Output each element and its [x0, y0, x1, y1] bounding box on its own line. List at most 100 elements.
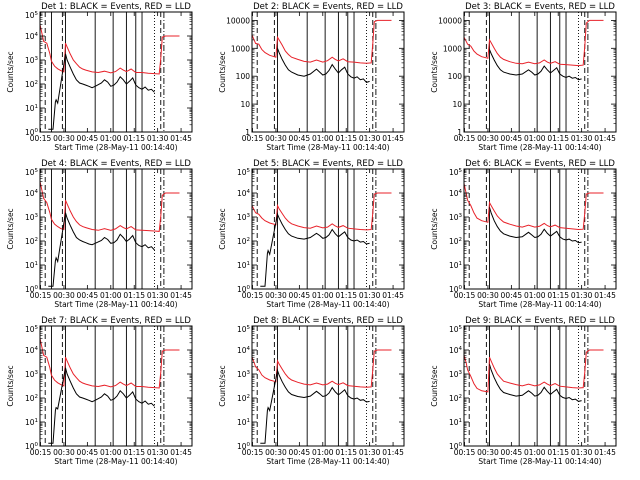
- y-tick-label: 102: [25, 394, 38, 403]
- x-tick-label: 01:30: [571, 448, 593, 457]
- detector-panel-6: Det 6: BLACK = Events, RED = LLD 100 101 10…: [430, 159, 617, 309]
- plot-frame: [251, 325, 405, 447]
- plot-frame: [463, 168, 617, 290]
- y-tick-label: 10000: [226, 16, 250, 25]
- lld-series-line: [464, 183, 604, 231]
- y-tick-label: 1000: [231, 44, 250, 53]
- x-tick-label: 00:15: [242, 291, 264, 300]
- x-tick-label: 01:45: [170, 291, 192, 300]
- panel-title: Det 1: BLACK = Events, RED = LLD: [41, 2, 191, 12]
- x-tick-label: 00:15: [454, 291, 476, 300]
- lld-series-line: [252, 192, 392, 231]
- y-tick-label: 100: [25, 442, 39, 451]
- y-tick-label: 101: [449, 418, 462, 427]
- y-tick-label: 10: [452, 100, 462, 109]
- x-tick-label: 00:30: [265, 134, 287, 143]
- x-tick-label: 00:15: [30, 448, 52, 457]
- x-tick-label: 00:30: [477, 134, 499, 143]
- x-tick-label: 00:15: [30, 134, 52, 143]
- x-tick-label: 00:45: [77, 134, 99, 143]
- x-tick-label: 00:30: [477, 291, 499, 300]
- y-tick-label: 103: [449, 213, 463, 222]
- detector-panel-3: Det 3: BLACK = Events, RED = LLD 1 10 100 10…: [430, 2, 617, 152]
- y-tick-label: 103: [449, 370, 463, 379]
- y-tick-label: 101: [237, 261, 250, 270]
- y-tick-label: 10: [240, 100, 250, 109]
- events-series-line: [277, 48, 370, 83]
- x-tick-label: 00:30: [53, 448, 75, 457]
- panel-title: Det 3: BLACK = Events, RED = LLD: [465, 2, 615, 12]
- x-tick-label: 01:15: [335, 291, 357, 300]
- panel-title: Det 6: BLACK = Events, RED = LLD: [465, 159, 615, 169]
- x-tick-label: 01:00: [100, 134, 122, 143]
- plot-frame: [39, 168, 193, 290]
- x-tick-label: 01:30: [571, 291, 593, 300]
- x-tick-label: 01:30: [359, 291, 381, 300]
- y-tick-label: 104: [25, 189, 39, 198]
- y-axis-title: Counts/sec: [430, 51, 439, 92]
- x-tick-label: 01:00: [312, 448, 334, 457]
- x-tick-label: 00:15: [454, 134, 476, 143]
- x-tick-label: 00:15: [30, 291, 52, 300]
- lld-series-line: [40, 338, 180, 389]
- y-tick-label: 105: [237, 325, 251, 334]
- y-tick-label: 103: [25, 56, 39, 65]
- plot-frame: [251, 11, 405, 133]
- events-series-line: [489, 207, 582, 244]
- x-tick-label: 01:15: [335, 448, 357, 457]
- y-tick-label: 101: [25, 104, 38, 113]
- y-tick-label: 101: [237, 418, 250, 427]
- x-tick-label: 01:00: [312, 291, 334, 300]
- panel-title: Det 5: BLACK = Events, RED = LLD: [253, 159, 403, 169]
- x-axis-title: Start Time (28-May-11 00:14:40): [266, 300, 389, 309]
- lld-series-line: [464, 19, 604, 67]
- x-tick-label: 01:45: [594, 448, 616, 457]
- y-tick-label: 100: [449, 285, 463, 294]
- lld-series-line: [40, 181, 180, 232]
- y-tick-label: 105: [25, 11, 39, 20]
- x-tick-label: 00:45: [289, 134, 311, 143]
- y-axis-title: Counts/sec: [218, 51, 227, 92]
- detector-panel-8: Det 8: BLACK = Events, RED = LLD 100 101 10…: [218, 316, 405, 466]
- y-tick-label: 1: [245, 128, 250, 137]
- detector-panel-7: Det 7: BLACK = Events, RED = LLD 100 101 10…: [6, 316, 193, 466]
- x-axis-title: Start Time (28-May-11 00:14:40): [478, 143, 601, 152]
- x-tick-label: 01:30: [147, 134, 169, 143]
- y-axis-title: Counts/sec: [6, 51, 15, 92]
- x-tick-label: 01:00: [100, 448, 122, 457]
- x-tick-label: 01:15: [335, 134, 357, 143]
- x-tick-label: 01:00: [524, 291, 546, 300]
- events-series-line: [48, 367, 155, 444]
- x-tick-label: 00:45: [77, 291, 99, 300]
- events-series-line: [260, 212, 370, 287]
- x-tick-label: 00:30: [477, 448, 499, 457]
- y-tick-label: 102: [449, 237, 462, 246]
- x-tick-label: 00:45: [77, 448, 99, 457]
- x-tick-label: 00:45: [501, 134, 523, 143]
- x-tick-label: 01:15: [547, 448, 569, 457]
- x-tick-label: 01:00: [312, 134, 334, 143]
- y-tick-label: 1000: [443, 44, 462, 53]
- x-tick-label: 01:30: [359, 134, 381, 143]
- plot-frame: [463, 325, 617, 447]
- y-tick-label: 104: [237, 346, 251, 355]
- y-tick-label: 105: [449, 325, 463, 334]
- x-tick-label: 00:30: [265, 448, 287, 457]
- y-tick-label: 103: [237, 213, 251, 222]
- y-tick-label: 100: [448, 72, 463, 81]
- y-tick-label: 101: [25, 418, 38, 427]
- x-tick-label: 00:30: [265, 291, 287, 300]
- x-axis-title: Start Time (28-May-11 00:14:40): [266, 143, 389, 152]
- panel-title: Det 9: BLACK = Events, RED = LLD: [465, 316, 615, 326]
- y-tick-label: 102: [237, 237, 250, 246]
- y-tick-label: 105: [237, 168, 251, 177]
- x-tick-label: 01:45: [382, 291, 404, 300]
- x-tick-label: 00:15: [242, 448, 264, 457]
- y-axis-title: Counts/sec: [218, 365, 227, 406]
- x-tick-label: 01:30: [147, 448, 169, 457]
- events-series-line: [48, 53, 155, 130]
- y-tick-label: 102: [25, 237, 38, 246]
- y-tick-label: 101: [449, 261, 462, 270]
- y-tick-label: 104: [25, 32, 39, 41]
